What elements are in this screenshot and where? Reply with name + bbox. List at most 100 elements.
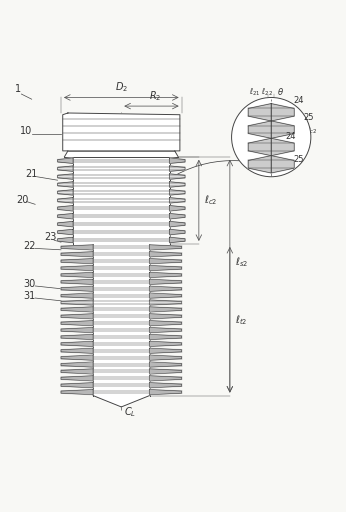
Polygon shape <box>61 314 93 319</box>
Text: 24: 24 <box>285 132 295 141</box>
Polygon shape <box>93 396 149 407</box>
Polygon shape <box>149 334 182 339</box>
Polygon shape <box>271 156 294 173</box>
Text: $\theta$: $\theta$ <box>277 86 284 97</box>
Polygon shape <box>271 103 294 121</box>
Circle shape <box>231 97 311 177</box>
Text: 22: 22 <box>23 241 36 251</box>
Text: 23: 23 <box>44 232 56 243</box>
Polygon shape <box>61 342 93 347</box>
Polygon shape <box>149 321 182 326</box>
Polygon shape <box>61 376 93 381</box>
Polygon shape <box>61 321 93 326</box>
Polygon shape <box>61 279 93 285</box>
Text: 24: 24 <box>293 96 303 105</box>
Polygon shape <box>149 376 182 381</box>
Text: $\ell_{t2}$: $\ell_{t2}$ <box>235 313 247 327</box>
Polygon shape <box>170 182 185 187</box>
Polygon shape <box>271 121 294 138</box>
Polygon shape <box>57 214 73 219</box>
Polygon shape <box>61 334 93 339</box>
Polygon shape <box>170 221 185 227</box>
Polygon shape <box>61 272 93 278</box>
Polygon shape <box>61 293 93 298</box>
Text: $\ell_{21}\ \ell_{22}$: $\ell_{21}\ \ell_{22}$ <box>249 87 274 98</box>
Polygon shape <box>149 252 182 257</box>
Polygon shape <box>170 237 185 243</box>
Polygon shape <box>149 355 182 360</box>
Polygon shape <box>61 369 93 374</box>
Polygon shape <box>170 214 185 219</box>
Polygon shape <box>61 286 93 291</box>
Polygon shape <box>170 158 185 163</box>
Polygon shape <box>73 157 170 244</box>
Text: 21: 21 <box>25 169 37 179</box>
Polygon shape <box>149 286 182 291</box>
Text: $h_{c2}$: $h_{c2}$ <box>304 123 317 136</box>
Polygon shape <box>170 229 185 235</box>
Polygon shape <box>149 369 182 374</box>
Polygon shape <box>64 151 178 157</box>
Polygon shape <box>61 300 93 305</box>
Polygon shape <box>149 300 182 305</box>
Polygon shape <box>93 244 149 396</box>
Text: $h_{t2}$: $h_{t2}$ <box>272 161 284 174</box>
Polygon shape <box>248 156 271 173</box>
Text: 25: 25 <box>304 114 314 122</box>
Polygon shape <box>61 382 93 388</box>
Text: 30: 30 <box>23 279 35 289</box>
Polygon shape <box>170 189 185 195</box>
Polygon shape <box>61 362 93 367</box>
Text: 25: 25 <box>293 155 303 164</box>
Polygon shape <box>248 121 271 138</box>
Polygon shape <box>61 348 93 353</box>
Polygon shape <box>63 113 180 151</box>
Polygon shape <box>271 138 294 156</box>
Polygon shape <box>57 166 73 172</box>
Polygon shape <box>61 252 93 257</box>
Text: $\ell_{s2}$: $\ell_{s2}$ <box>235 255 248 269</box>
Text: $C_L$: $C_L$ <box>124 405 136 419</box>
Polygon shape <box>248 103 271 121</box>
Polygon shape <box>57 182 73 187</box>
Polygon shape <box>61 355 93 360</box>
Polygon shape <box>61 259 93 264</box>
Polygon shape <box>57 229 73 235</box>
Polygon shape <box>149 259 182 264</box>
Text: 1: 1 <box>15 84 21 94</box>
Polygon shape <box>61 390 93 395</box>
Polygon shape <box>170 174 185 179</box>
Polygon shape <box>57 158 73 163</box>
Polygon shape <box>149 342 182 347</box>
Polygon shape <box>57 205 73 211</box>
Polygon shape <box>57 237 73 243</box>
Polygon shape <box>61 328 93 333</box>
Polygon shape <box>149 293 182 298</box>
Text: 31: 31 <box>23 291 35 301</box>
Polygon shape <box>149 328 182 333</box>
Polygon shape <box>57 221 73 227</box>
Polygon shape <box>149 265 182 271</box>
Text: $R_2$: $R_2$ <box>149 90 161 103</box>
Polygon shape <box>149 245 182 250</box>
Polygon shape <box>149 382 182 388</box>
Polygon shape <box>149 279 182 285</box>
Polygon shape <box>149 314 182 319</box>
Text: $\ell_{c2}$: $\ell_{c2}$ <box>204 194 218 207</box>
Polygon shape <box>170 198 185 203</box>
Polygon shape <box>149 390 182 395</box>
Text: 20: 20 <box>16 195 29 205</box>
Polygon shape <box>149 362 182 367</box>
Polygon shape <box>149 272 182 278</box>
Polygon shape <box>61 245 93 250</box>
Polygon shape <box>248 138 271 156</box>
Polygon shape <box>61 265 93 271</box>
Text: $D_2$: $D_2$ <box>115 80 128 94</box>
Polygon shape <box>57 174 73 179</box>
Polygon shape <box>170 205 185 211</box>
Polygon shape <box>170 166 185 172</box>
Polygon shape <box>149 348 182 353</box>
Polygon shape <box>149 307 182 312</box>
Polygon shape <box>57 198 73 203</box>
Text: 10: 10 <box>20 125 32 136</box>
